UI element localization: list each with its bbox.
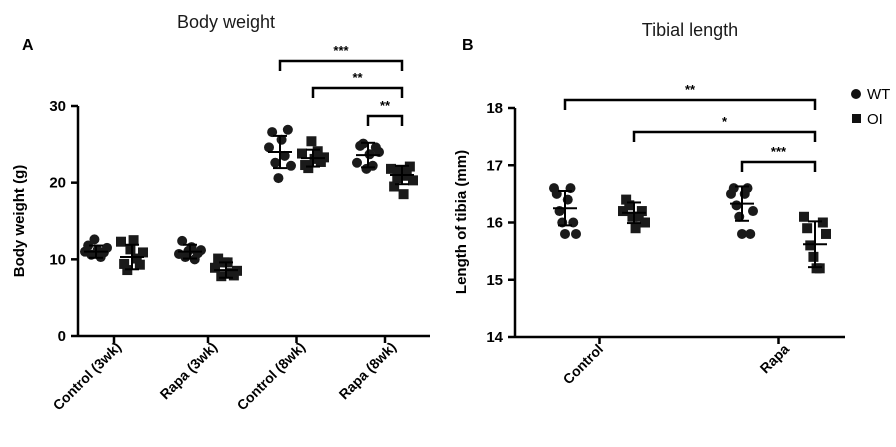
significance-label: **: [685, 82, 696, 97]
data-point-wt: [560, 228, 570, 239]
data-point-wt: [270, 157, 281, 168]
significance-bracket: [278, 59, 404, 71]
data-point-wt: [273, 173, 284, 184]
panel-a: A Body weight Body weight (g) 0 10 20 30 Co…: [11, 12, 430, 413]
data-point-wt: [367, 160, 378, 171]
x-tick-label: Rapa (8wk): [336, 339, 400, 403]
data-point-wt: [89, 234, 100, 245]
data-point-oi: [125, 244, 136, 255]
data-point-oi: [303, 163, 314, 174]
data-point-oi: [821, 228, 831, 239]
data-point-wt: [196, 245, 206, 256]
data-point-oi: [630, 223, 641, 234]
x-tick-label: Rapa: [757, 341, 793, 377]
y-tick-label: 20: [49, 175, 66, 192]
x-tick-label: Rapa (3wk): [157, 339, 221, 403]
legend-label-oi: OI: [867, 111, 883, 128]
data-point-oi: [799, 211, 809, 222]
data-point-oi: [119, 258, 130, 269]
panel-b-y-axis-label: Length of tibia (mm): [453, 150, 470, 294]
data-point-wt: [282, 124, 293, 135]
data-point-wt: [264, 142, 274, 153]
data-point-oi: [216, 271, 227, 282]
data-point-wt: [731, 200, 742, 211]
y-tick-label: 17: [486, 157, 503, 174]
panel-b: B Tibial length Length of tibia (mm) 14 1…: [453, 20, 890, 387]
y-tick-label: 16: [486, 215, 503, 232]
data-point-oi: [627, 211, 638, 222]
significance-bracket: [311, 86, 404, 98]
data-point-wt: [83, 240, 94, 251]
data-point-oi: [640, 217, 650, 228]
data-point-oi: [817, 217, 828, 228]
data-point-oi: [398, 189, 409, 200]
data-point-oi: [624, 200, 635, 211]
data-point-oi: [636, 206, 647, 217]
data-point-oi: [128, 235, 139, 246]
legend-label-wt: WT: [867, 86, 890, 103]
data-point-wt: [737, 228, 747, 239]
data-point-oi: [621, 194, 632, 205]
data-point-oi: [312, 146, 323, 157]
y-tick-label: 0: [58, 328, 66, 345]
y-tick-label: 14: [486, 329, 503, 346]
significance-bracket: [563, 98, 817, 110]
significance-label: ***: [771, 144, 787, 159]
y-tick-label: 30: [49, 98, 66, 115]
data-point-oi: [134, 259, 145, 270]
legend: WT OI: [851, 86, 890, 128]
data-point-wt: [748, 206, 758, 217]
data-point-oi: [392, 173, 403, 184]
panel-a-title: Body weight: [177, 12, 275, 32]
panel-b-letter: B: [462, 37, 474, 54]
data-point-wt: [286, 160, 296, 171]
data-point-wt: [102, 242, 112, 253]
data-point-oi: [805, 240, 816, 251]
data-point-wt: [352, 157, 362, 168]
data-point-wt: [177, 235, 188, 246]
data-point-oi: [802, 223, 813, 234]
data-point-wt: [267, 127, 278, 138]
data-point-oi: [210, 262, 220, 273]
data-point-wt: [571, 228, 581, 239]
data-point-oi: [814, 263, 825, 274]
significance-label: **: [380, 98, 391, 113]
data-point-oi: [306, 136, 317, 147]
data-point-oi: [389, 181, 400, 192]
significance-bracket: [740, 160, 817, 172]
data-point-oi: [618, 206, 628, 217]
data-point-oi: [404, 161, 415, 172]
data-point-oi: [213, 253, 224, 264]
data-point-oi: [116, 236, 126, 247]
significance-label: ***: [333, 43, 349, 58]
significance-label: *: [722, 114, 728, 129]
significance-label: **: [352, 70, 363, 85]
significance-bracket: [366, 114, 404, 126]
panel-b-title: Tibial length: [642, 20, 738, 40]
data-point-oi: [395, 166, 406, 177]
data-point-oi: [131, 253, 142, 264]
data-point-wt: [728, 183, 739, 194]
significance-bracket: [632, 130, 817, 142]
panel-a-letter: A: [22, 37, 34, 54]
data-point-oi: [297, 148, 307, 159]
y-tick-label: 10: [49, 251, 66, 268]
data-point-oi: [808, 251, 819, 262]
data-point-wt: [279, 150, 290, 161]
x-tick-label: Control: [560, 341, 607, 388]
x-tick-label: Control (8wk): [234, 339, 309, 414]
data-point-wt: [745, 228, 756, 239]
y-tick-label: 15: [486, 272, 503, 289]
panel-a-y-axis-label: Body weight (g): [11, 165, 28, 278]
x-tick-label: Control (3wk): [50, 339, 125, 414]
y-tick-label: 18: [486, 100, 503, 117]
data-point-oi: [386, 163, 396, 174]
data-point-oi: [408, 175, 418, 186]
data-point-wt: [742, 183, 753, 194]
legend-marker-oi: [852, 114, 861, 123]
data-point-oi: [633, 211, 644, 222]
data-point-oi: [138, 247, 148, 258]
legend-marker-wt: [851, 89, 861, 99]
